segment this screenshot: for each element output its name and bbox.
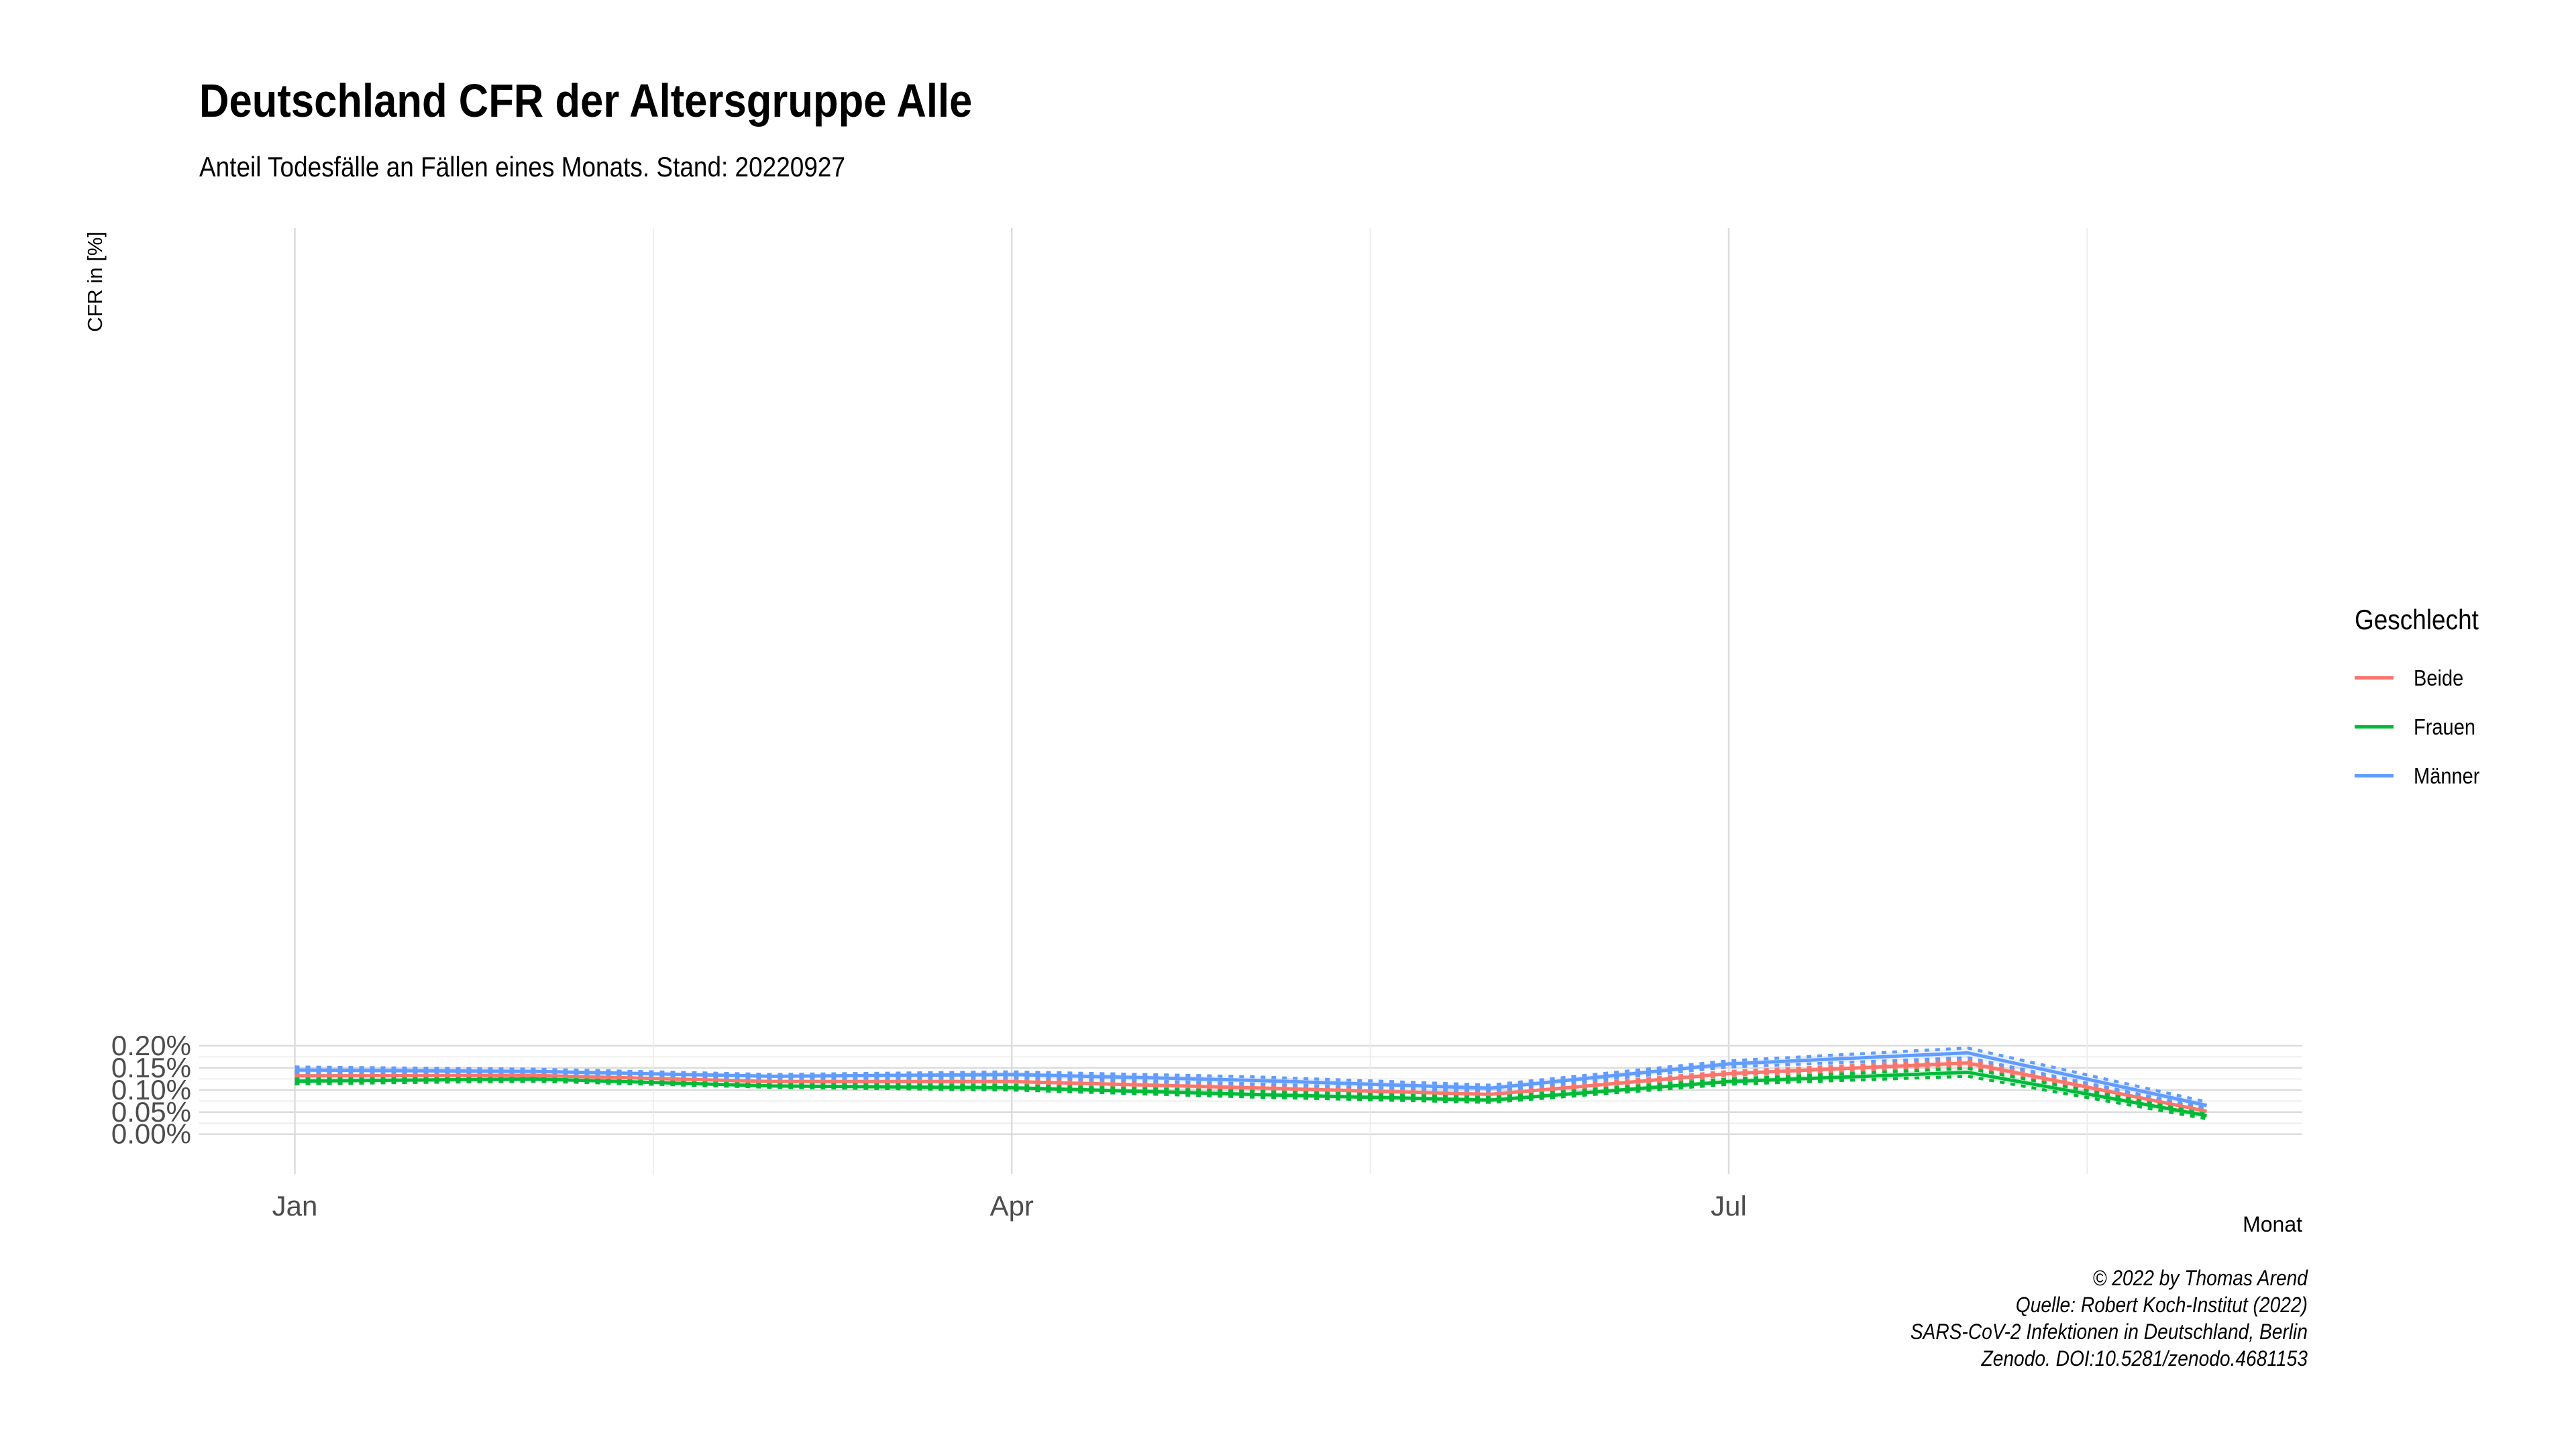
caption-line: © 2022 by Thomas Arend — [2092, 1266, 2308, 1290]
legend-key-frauen — [2355, 725, 2394, 729]
caption-line: Zenodo. DOI:10.5281/zenodo.4681153 — [1981, 1346, 2308, 1371]
caption-line: Quelle: Robert Koch-Institut (2022) — [2015, 1293, 2308, 1317]
x-tick-label: Jul — [1711, 1190, 1747, 1222]
legend-label: Männer — [2414, 763, 2480, 788]
upper-bound-frauen — [294, 1067, 2207, 1115]
legend-item-frauen: Frauen — [2355, 702, 2496, 751]
x-tick-label: Jan — [272, 1190, 318, 1222]
series-lines — [294, 1046, 2208, 1120]
y-tick-label: 0.20% — [111, 1030, 191, 1061]
legend-key-maenner — [2355, 774, 2394, 777]
lower-bound-frauen — [294, 1075, 2207, 1120]
y-tick-label: 0.05% — [111, 1096, 191, 1128]
upper-bound-mnner — [294, 1046, 2207, 1104]
chart-subtitle: Anteil Todesfälle an Fällen eines Monats… — [199, 151, 846, 182]
x-tick-label: Apr — [990, 1190, 1034, 1222]
legend-item-beide: Beide — [2355, 653, 2496, 702]
series-line-frauen — [294, 1070, 2207, 1118]
legend-key-beide — [2355, 676, 2394, 680]
y-tick-labels: 0.00%0.05%0.10%0.15%0.20% — [111, 1030, 191, 1150]
series-line-mnner — [294, 1051, 2208, 1108]
caption-line: SARS-CoV-2 Infektionen in Deutschland, B… — [1910, 1320, 2308, 1344]
y-tick-label: 0.00% — [111, 1118, 191, 1150]
legend-title: Geschlecht — [2355, 604, 2479, 635]
y-tick-label: 0.15% — [111, 1052, 191, 1083]
legend-item-maenner: Männer — [2355, 751, 2496, 800]
x-tick-labels: Jan Apr Jul — [272, 1190, 1747, 1222]
x-axis-label: Monat — [2243, 1212, 2302, 1236]
legend: Geschlecht Beide Frauen Männer — [2355, 604, 2496, 800]
series-line-beide — [294, 1061, 2207, 1113]
caption: © 2022 by Thomas Arend Quelle: Robert Ko… — [1911, 1265, 2308, 1372]
y-tick-label: 0.10% — [111, 1074, 191, 1106]
chart-title: Deutschland CFR der Altersgruppe Alle — [199, 74, 973, 127]
lower-bound-mnner — [294, 1056, 2207, 1110]
legend-label: Frauen — [2414, 714, 2476, 739]
y-axis-label: CFR in [%] — [83, 231, 107, 332]
grid — [199, 228, 2302, 1174]
legend-label: Beide — [2414, 665, 2464, 690]
